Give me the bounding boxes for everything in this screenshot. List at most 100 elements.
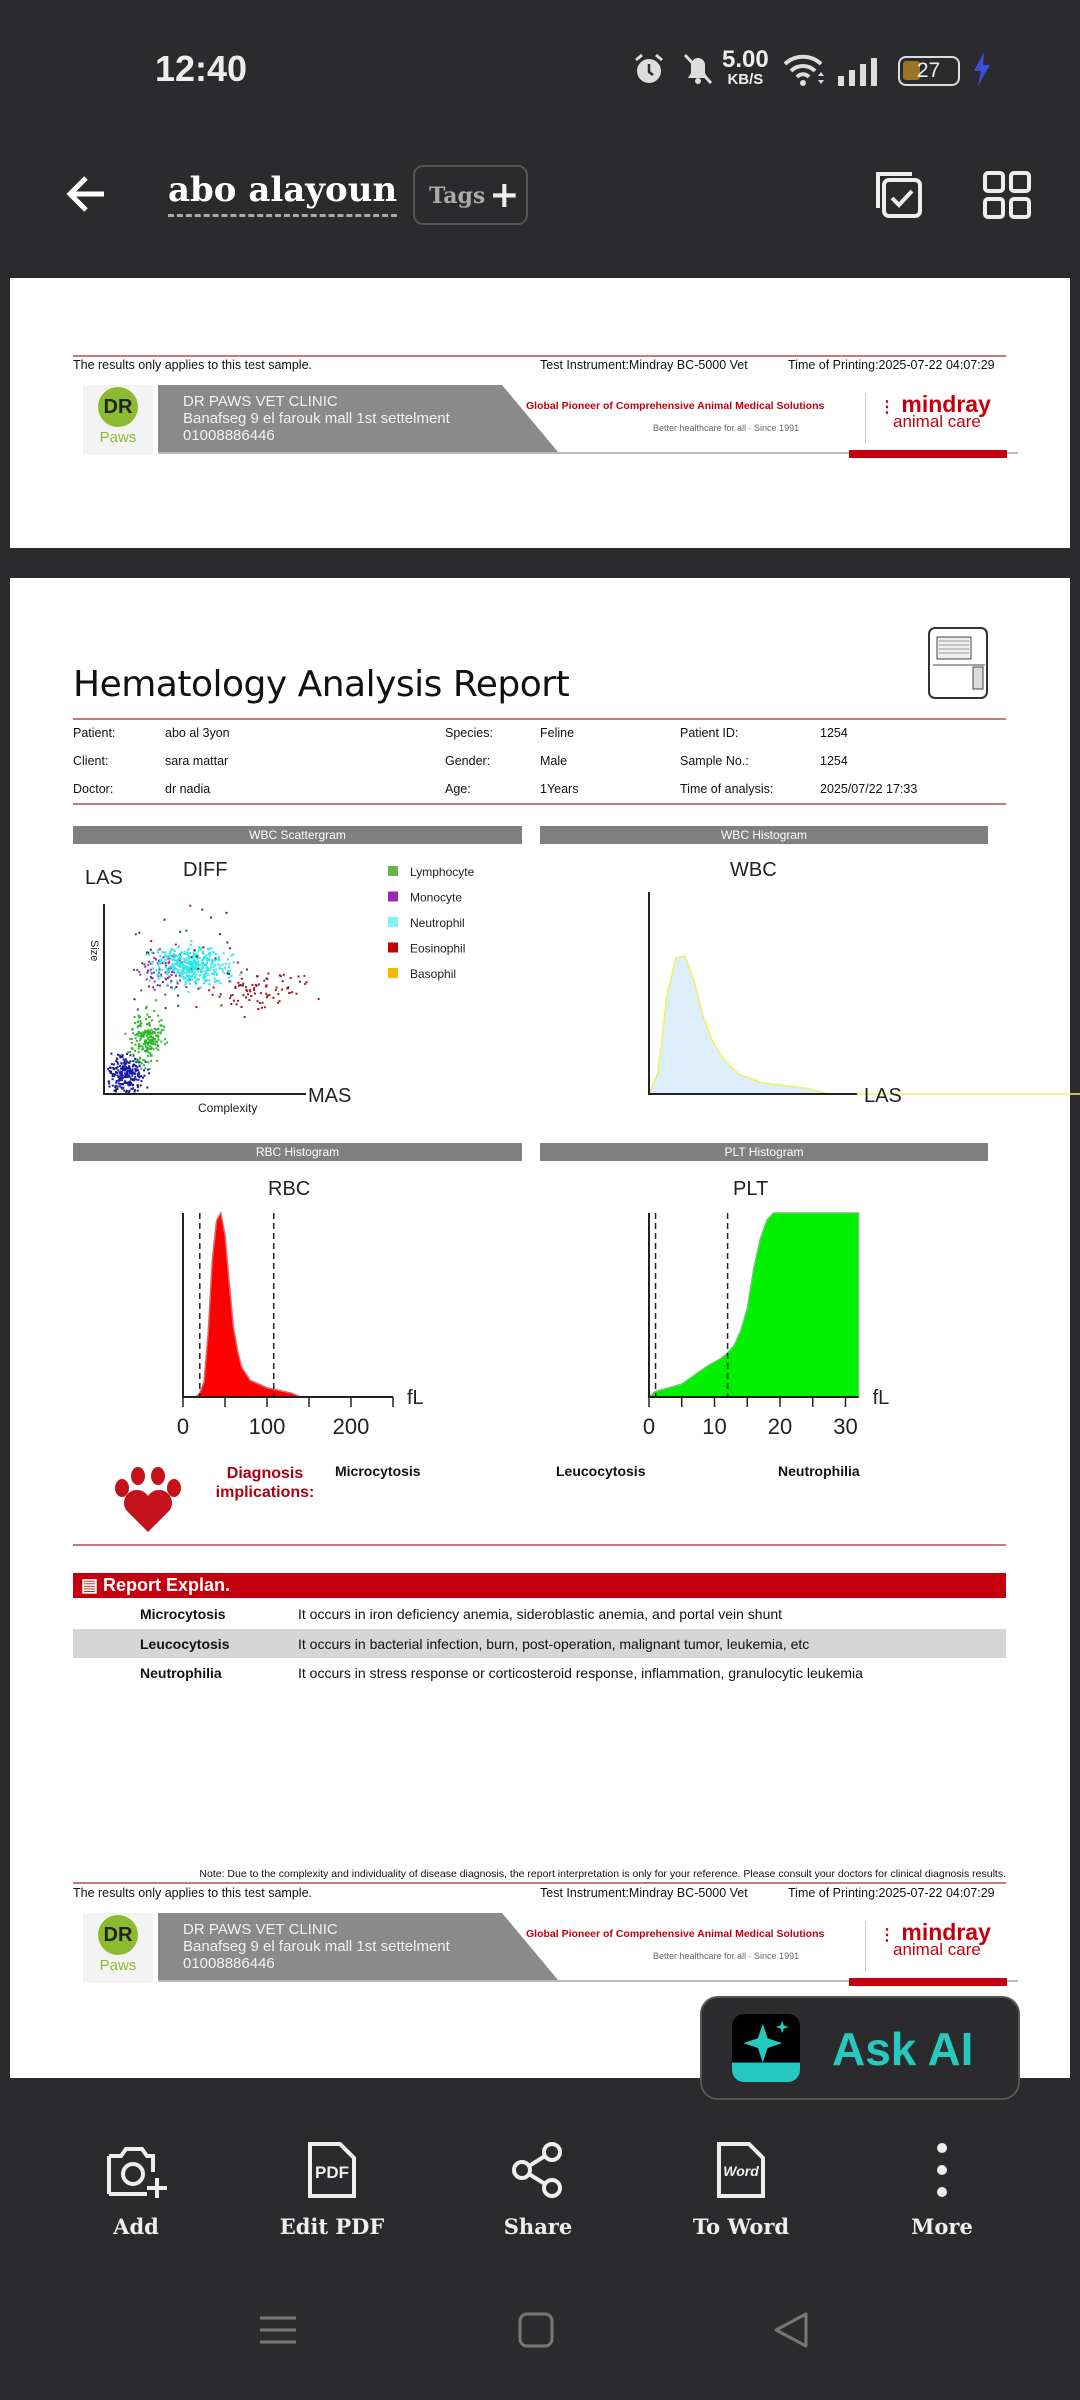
scatter-point (232, 961, 235, 964)
scatter-point (210, 966, 213, 969)
net-speed-unit: KB/S (727, 71, 764, 88)
scatter-point (175, 986, 178, 989)
scatter-point (229, 997, 232, 1000)
scatter-point (208, 989, 211, 992)
scatter-point (147, 1068, 150, 1071)
scatter-point (158, 948, 161, 951)
to-word-icon: Word (676, 2140, 806, 2200)
scatter-point (179, 930, 182, 933)
scatter-point (114, 1073, 117, 1076)
scatter-point (137, 1074, 140, 1077)
scatter-point (153, 1010, 156, 1013)
scatter-point (190, 967, 193, 970)
explanation-term: Microcytosis (140, 1606, 226, 1622)
scatter-point (137, 1051, 140, 1054)
scatter-point (148, 1021, 151, 1024)
scatter-point (203, 979, 206, 982)
scatter-point (209, 969, 212, 972)
scatter-point (143, 1074, 146, 1077)
scatter-point (157, 1014, 160, 1017)
scatter-point (233, 999, 236, 1002)
scatter-point (241, 984, 244, 987)
scatter-point (184, 980, 187, 983)
scatter-point (188, 952, 191, 955)
ask-ai-button[interactable]: Ask AI (700, 1996, 1020, 2100)
scatter-point (126, 1052, 129, 1055)
scatter-point (129, 1054, 132, 1057)
back-nav-button[interactable] (772, 2310, 812, 2355)
to-word-button[interactable]: Word To Word (676, 2140, 806, 2239)
scatter-point (109, 1066, 112, 1069)
scatter-point (142, 1033, 145, 1036)
scatter-point (191, 974, 194, 977)
scatter-point (186, 949, 189, 952)
select-pages-button[interactable] (874, 168, 928, 227)
scatter-point (286, 987, 289, 990)
scatter-point (127, 1051, 130, 1054)
add-photo-button[interactable]: Add (71, 2140, 201, 2239)
recent-apps-button[interactable] (258, 2310, 298, 2355)
scatter-point (243, 1015, 246, 1018)
battery-icon: 27 (898, 56, 960, 86)
scatter-point (147, 1037, 150, 1040)
scatter-point (201, 965, 204, 968)
legend-label: Eosinophil (410, 942, 465, 956)
scatter-point (140, 1034, 143, 1037)
scatter-point (133, 1089, 136, 1092)
document-title[interactable]: abo alayoun (168, 170, 398, 217)
scatter-point (146, 1049, 149, 1052)
info-value: 1254 (820, 726, 848, 740)
grid-view-button[interactable] (982, 170, 1032, 225)
scatter-point (122, 1086, 125, 1089)
scatter-point (199, 963, 202, 966)
scatter-point (146, 1041, 149, 1044)
scatter-point (144, 1067, 147, 1070)
tags-button[interactable]: Tags + (413, 165, 528, 225)
scatter-point (210, 963, 213, 966)
scatter-point (177, 969, 180, 972)
scatter-point (201, 950, 204, 953)
info-label: Client: (73, 754, 109, 768)
scatter-title: DIFF (183, 859, 227, 881)
scatter-point (190, 962, 193, 965)
scatter-point (257, 1008, 260, 1011)
scatter-point (208, 959, 211, 962)
scatter-point (162, 956, 165, 959)
explanation-text: It occurs in bacterial infection, burn, … (298, 1635, 810, 1652)
scatter-point (266, 978, 269, 981)
scatter-point (175, 955, 178, 958)
scatter-point (201, 959, 204, 962)
info-label: Species: (445, 726, 493, 740)
scatter-point (164, 951, 167, 954)
wifi-icon (783, 52, 825, 93)
scatter-point (149, 948, 152, 951)
edit-pdf-button[interactable]: PDF Edit PDF (267, 2140, 397, 2239)
scatter-point (182, 971, 185, 974)
scatter-point (178, 957, 181, 960)
scatter-point (165, 955, 168, 958)
scatter-point (176, 980, 179, 983)
scatter-point (168, 968, 171, 971)
back-button[interactable] (60, 168, 112, 225)
scatter-point (180, 969, 183, 972)
scatter-point (192, 955, 195, 958)
more-button[interactable]: More (877, 2140, 1007, 2239)
scatter-point (215, 972, 218, 975)
scatter-point (248, 989, 251, 992)
scatter-point (189, 968, 192, 971)
scatter-point (186, 956, 189, 959)
scatter-point (150, 1042, 153, 1045)
scatter-point (137, 1073, 140, 1076)
scatter-point (117, 1082, 120, 1085)
scatter-point (197, 956, 200, 959)
charging-icon (972, 52, 992, 91)
scatter-point (116, 1071, 119, 1074)
scatter-point (134, 1037, 137, 1040)
scatter-point (169, 958, 172, 961)
share-button[interactable]: Share (473, 2140, 603, 2239)
home-button[interactable] (516, 2310, 556, 2355)
scatter-point (242, 994, 245, 997)
scatter-point (187, 977, 190, 980)
wbc-axes (648, 892, 857, 1095)
scatter-point (174, 950, 177, 953)
